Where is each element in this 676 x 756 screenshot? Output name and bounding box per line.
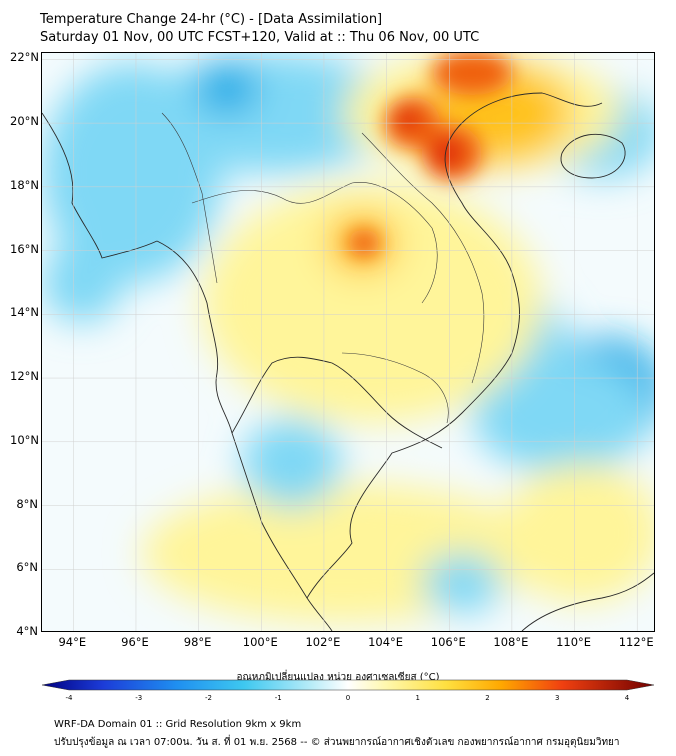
map-title: Temperature Change 24-hr (°C) - [Data As… [40, 12, 383, 27]
colorbar-tick-label: 2 [485, 694, 490, 702]
footer-domain-info: WRF-DA Domain 01 :: Grid Resolution 9km … [54, 719, 302, 730]
temperature-field [42, 53, 654, 623]
border-thailand-north [191, 182, 438, 304]
gridlines [42, 53, 654, 631]
map-panel[interactable] [41, 52, 655, 632]
lon-label: 100°E [242, 635, 278, 649]
lon-label: 104°E [368, 635, 404, 649]
lat-label: 16°N [10, 241, 39, 256]
temperature-change-map [42, 53, 654, 631]
extreme-core-vietnam [431, 137, 463, 169]
border-myanmar [161, 112, 218, 284]
colorbar-tick-label: 4 [624, 694, 630, 702]
warm-region-indochina [202, 183, 542, 423]
lat-label: 4°N [16, 624, 38, 638]
lat-label: 14°N [10, 305, 39, 320]
extreme-core-laos [396, 107, 420, 131]
lat-label: 20°N [10, 114, 39, 129]
lat-label: 12°N [10, 369, 39, 384]
colorbar-tick-label: 1 [415, 694, 420, 702]
colorbar-tick-label: -1 [274, 694, 282, 702]
coast-thai-gulf [231, 356, 443, 449]
temperature-cores [348, 53, 512, 257]
borders [161, 112, 485, 424]
lon-label: 106°E [430, 635, 466, 649]
colorbar-title: อุณหภูมิเปลี่ยนแปลง หน่วย องศาเซลเซียส (… [236, 672, 440, 683]
coast-borneo [521, 572, 654, 631]
coast-myanmar-west [42, 112, 158, 259]
border-laos-vietnam [361, 132, 485, 384]
coast-hainan [560, 133, 626, 179]
colorbar-tick-label: -3 [135, 694, 143, 702]
lon-label: 112°E [618, 635, 654, 649]
warm-region-southeast [502, 463, 654, 603]
colorbar-tick-label: -2 [205, 694, 212, 702]
coastlines [42, 92, 654, 631]
cool-region-scs [472, 353, 652, 473]
cool-core-myanmar [197, 63, 257, 113]
lat-label: 18°N [10, 177, 39, 192]
colorbar [41, 679, 655, 691]
lat-label: 6°N [16, 560, 38, 575]
lon-label: 96°E [121, 635, 149, 649]
colorbar-tick-label: -4 [65, 694, 73, 702]
colorbar-tick-label: 0 [345, 694, 351, 702]
lon-label: 110°E [556, 635, 592, 649]
lon-label: 94°E [58, 635, 87, 649]
lat-label: 10°N [10, 432, 39, 447]
coast-gulf [306, 92, 603, 599]
map-subtitle: Saturday 01 Nov, 00 UTC FCST+120, Valid … [40, 30, 480, 45]
cool-region-south-sea [422, 553, 502, 613]
colorbar-gradient [41, 679, 655, 691]
footer-credit: ปรับปรุงข้อมูล ณ เวลา 07:00น. วัน ส. ที่… [54, 737, 620, 748]
lon-label: 98°E [183, 635, 212, 649]
cool-region-andaman-west [42, 243, 122, 323]
lat-label: 8°N [16, 496, 38, 511]
border-cambodia [341, 352, 449, 424]
lat-label: 22°N [10, 50, 39, 65]
colorbar-tick-label: 3 [555, 694, 560, 702]
lon-label: 102°E [305, 635, 341, 649]
very-hot-core-isan [348, 229, 380, 257]
cool-region-gulf [242, 418, 342, 508]
very-hot-core-china [432, 53, 512, 95]
lon-label: 108°E [493, 635, 529, 649]
